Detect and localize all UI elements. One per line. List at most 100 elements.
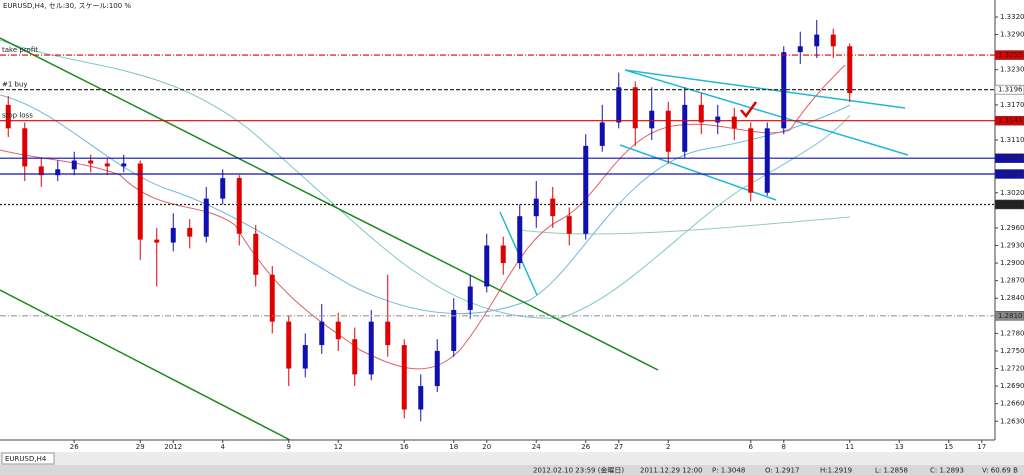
price-level-name: #1 buy [2,81,28,89]
candle-body [154,239,160,243]
price-level-label: 1.3196 [998,86,1023,94]
status-field: O: 1.2917 [765,467,799,475]
y-tick-label: 1.2630 [1000,417,1024,425]
y-tick-label: 1.3020 [1000,189,1024,197]
price-level-label: 1.3255 [998,51,1023,59]
x-tick-label: 18 [449,443,458,451]
x-tick-label: 9 [287,443,291,451]
moving-average-fast [0,64,846,370]
candle-body [203,198,209,237]
price-level-label: 1.3000 [998,200,1023,208]
x-tick-label: 2 [666,443,670,451]
price-level-name: take profit [2,46,38,54]
candle-body [715,116,721,123]
chart-header: EURUSD,H4, セル:30, スケール:100 % [3,2,131,10]
candle-body [434,350,440,387]
tab[interactable] [1,452,55,465]
candle-body [5,104,11,129]
status-field: H:1.2919 [820,467,852,475]
x-tick-label: 11 [845,443,854,451]
candle-body [55,169,61,176]
price-level-box [994,199,1024,210]
candle-body [649,110,655,129]
candle-body [253,233,259,275]
y-tick-label: 1.2930 [1000,241,1024,249]
candle-body [797,46,803,53]
candle-body [418,386,424,410]
candle-body [286,321,292,369]
candle-body [121,163,127,167]
candle-body [583,145,589,234]
candle-body [451,309,457,351]
candle-body [731,116,737,129]
y-tick-label: 1.3320 [1000,13,1024,21]
moving-average-long [519,216,851,235]
status-field: V: 60.69 B [982,467,1018,475]
x-tick-label: 20 [482,443,491,451]
status-field: 2012.02.10 23:59 (金曜日) [533,466,624,475]
candle-body [566,216,572,234]
trendline [624,69,909,156]
price-level-label: 1.2810 [998,312,1023,320]
x-tick-label: 26 [581,443,590,451]
candle-body [632,87,638,129]
price-level-box [994,153,1024,163]
y-tick-label: 1.2690 [1000,382,1024,390]
price-level-box [994,169,1024,179]
x-tick-label: 17 [977,443,986,451]
candle-body [401,345,407,410]
y-tick-label: 1.3170 [1000,101,1024,109]
candle-body [187,227,193,237]
candle-body [517,216,523,264]
x-tick-label: 29 [136,443,145,451]
x-tick-label: 26 [70,443,79,451]
candle-body [467,286,473,310]
candle-body [170,227,176,243]
y-tick-label: 1.3230 [1000,66,1024,74]
y-tick-label: 1.2900 [1000,259,1024,267]
candle-body [616,87,622,123]
candle-body [830,34,836,47]
candle-body [665,110,671,152]
status-field: C: 1.2893 [930,467,964,475]
y-tick-label: 1.2750 [1000,347,1024,355]
candle-body [698,104,704,123]
x-tick-label: 27 [614,443,623,451]
y-tick-label: 1.2780 [1000,329,1024,337]
candle-body [71,160,77,170]
candle-body [104,163,110,167]
x-tick-label: 24 [532,443,541,451]
price-level-box [994,311,1024,321]
price-level-name: stop loss [2,112,33,120]
price-level-label: 1.3079 [998,154,1023,162]
tab-bar [0,452,1024,465]
candle-body [533,198,539,217]
x-tick-label: 15 [944,443,953,451]
candle-body [319,321,325,346]
candle-body [748,128,754,193]
x-tick-label: 16 [400,443,409,451]
y-tick-label: 1.2840 [1000,294,1024,302]
candle-body [385,321,391,346]
y-tick-label: 1.2960 [1000,224,1024,232]
candle-body [335,321,341,340]
x-tick-label: 8 [782,443,786,451]
checkmark-icon [740,101,758,119]
candle-body [137,163,143,240]
candle-body [88,160,94,164]
x-tick-label: 2012 [164,443,182,451]
price-level-box [994,115,1024,126]
y-tick-label: 1.2720 [1000,365,1024,373]
price-level-box [994,84,1024,95]
y-tick-label: 1.2660 [1000,400,1024,408]
x-tick-label: 13 [895,443,904,451]
status-bar [0,465,1024,475]
price-level-label: 1.3052 [998,170,1023,178]
price-level-box [994,50,1024,60]
candle-body [599,122,605,146]
status-field: 2011.12.29 12:00 [640,467,702,475]
price-level-label: 1.3143 [998,117,1023,125]
candle-body [368,321,374,375]
moving-average-mid [0,94,851,315]
